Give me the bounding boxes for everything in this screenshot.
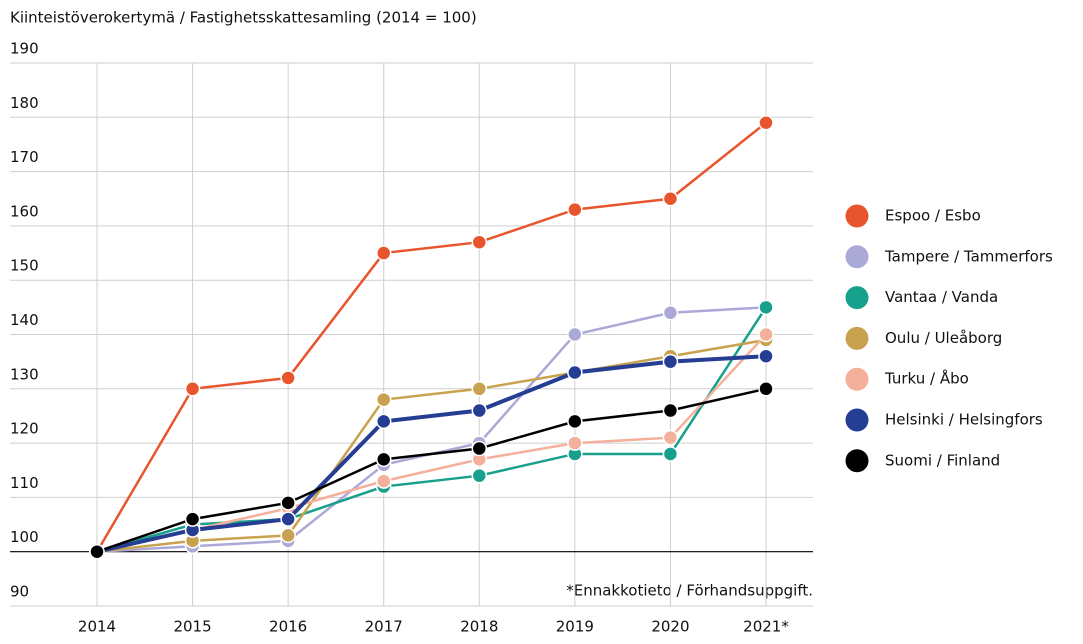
point xyxy=(471,467,488,484)
y-tick-label: 110 xyxy=(10,474,39,492)
y-tick-label: 150 xyxy=(10,257,39,275)
x-tick-label: 2017 xyxy=(365,618,403,636)
y-tick-label: 140 xyxy=(10,311,39,329)
y-tick-label: 160 xyxy=(10,202,39,220)
legend-label: Suomi / Finland xyxy=(885,451,1000,469)
legend-marker xyxy=(845,367,869,391)
x-tick-label: 2020 xyxy=(651,618,689,636)
legend-label: Oulu / Uleåborg xyxy=(885,329,1002,347)
legend-marker xyxy=(845,286,869,310)
point xyxy=(758,299,774,316)
legend-marker xyxy=(845,408,869,432)
point xyxy=(375,451,392,468)
point xyxy=(280,527,296,544)
x-tick-label: 2015 xyxy=(173,618,211,636)
series-line xyxy=(96,354,767,554)
point xyxy=(758,348,774,364)
point xyxy=(184,381,201,397)
point xyxy=(471,381,488,397)
point xyxy=(184,511,201,527)
point xyxy=(662,191,679,207)
series-line xyxy=(96,387,767,553)
point xyxy=(662,429,679,446)
point xyxy=(662,305,679,321)
series-line xyxy=(95,121,767,553)
y-tick-label: 170 xyxy=(10,148,39,166)
point xyxy=(758,326,774,343)
y-tick-label: 180 xyxy=(10,94,39,112)
point xyxy=(662,353,679,370)
y-tick-label: 120 xyxy=(10,420,39,438)
x-tick-label: 2021* xyxy=(743,618,789,636)
series-line xyxy=(96,306,768,553)
point xyxy=(471,402,488,419)
legend-label: Turku / Åbo xyxy=(884,369,969,388)
chart-title: Kiinteistöverokertymä / Fastighetsskatte… xyxy=(10,9,477,27)
point xyxy=(375,391,392,408)
legend-label: Espoo / Esbo xyxy=(885,207,981,225)
point xyxy=(471,234,488,250)
point xyxy=(567,435,583,451)
point xyxy=(567,326,583,343)
point xyxy=(280,370,296,386)
legend-marker xyxy=(845,449,869,473)
x-tick-label: 2014 xyxy=(78,618,116,636)
point xyxy=(471,440,488,457)
x-tick-label: 2016 xyxy=(269,618,307,636)
point xyxy=(567,413,583,430)
point xyxy=(280,511,296,527)
point xyxy=(375,473,392,489)
legend-marker xyxy=(845,204,869,228)
point xyxy=(758,114,774,131)
annotation: *Ennakkotieto / Förhandsuppgift. xyxy=(566,582,813,600)
point xyxy=(662,402,679,419)
legend-marker xyxy=(845,326,869,350)
x-tick-label: 2018 xyxy=(460,618,498,636)
point xyxy=(375,413,392,430)
legend-label: Tampere / Tammerfors xyxy=(884,247,1053,265)
x-tick-label: 2019 xyxy=(556,618,594,636)
point xyxy=(280,495,296,511)
point xyxy=(375,245,392,261)
point xyxy=(89,543,105,560)
legend-marker xyxy=(845,245,869,269)
point xyxy=(758,381,774,397)
y-tick-label: 100 xyxy=(10,528,39,546)
point xyxy=(567,364,583,381)
series-line xyxy=(96,338,767,553)
y-tick-label: 130 xyxy=(10,365,39,383)
legend-label: Helsinki / Helsingfors xyxy=(885,411,1043,429)
point xyxy=(567,201,583,218)
point xyxy=(662,446,679,462)
y-tick-label: 90 xyxy=(10,583,29,601)
legend-label: Vantaa / Vanda xyxy=(885,288,998,306)
y-tick-label: 190 xyxy=(10,40,39,58)
